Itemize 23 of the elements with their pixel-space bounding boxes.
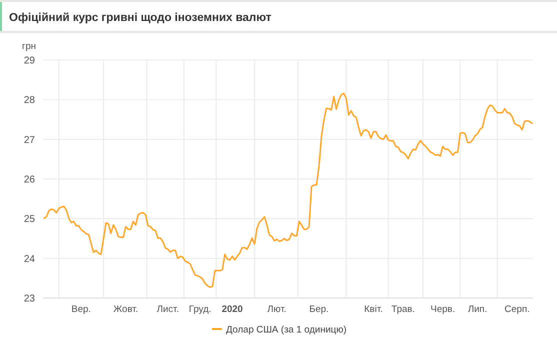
x-tick-label: Вер. — [71, 304, 91, 315]
y-tick-label: 26 — [24, 174, 36, 186]
chart-title: Офіційний курс гривні щодо іноземних валют — [9, 12, 272, 24]
x-tick-label: Серп. — [504, 304, 530, 315]
x-tick-label: 2020 — [222, 304, 243, 315]
x-tick-label: Лют. — [267, 304, 286, 315]
line-series — [43, 92, 533, 288]
y-tick-label: 24 — [24, 254, 36, 265]
y-tick-label: 25 — [24, 214, 36, 226]
x-tick-label: Груд. — [188, 304, 212, 315]
y-tick-label: 29 — [24, 56, 36, 66]
x-tick-label: Лист. — [156, 304, 179, 315]
legend-label: Долар США (за 1 одиницю) — [226, 324, 346, 336]
y-tick-label: 23 — [24, 294, 36, 304]
x-tick-label: Квіт. — [364, 304, 383, 315]
y-axis-title: грн — [22, 41, 36, 52]
x-tick-label: Черв. — [430, 304, 456, 315]
x-tick-label: Трав. — [391, 304, 415, 315]
x-tick-label: Жовт. — [113, 304, 138, 315]
x-tick-label: Бер. — [309, 304, 329, 315]
y-tick-label: 27 — [24, 134, 36, 146]
y-tick-label: 28 — [24, 95, 36, 106]
x-tick-label: Лип. — [468, 304, 488, 315]
